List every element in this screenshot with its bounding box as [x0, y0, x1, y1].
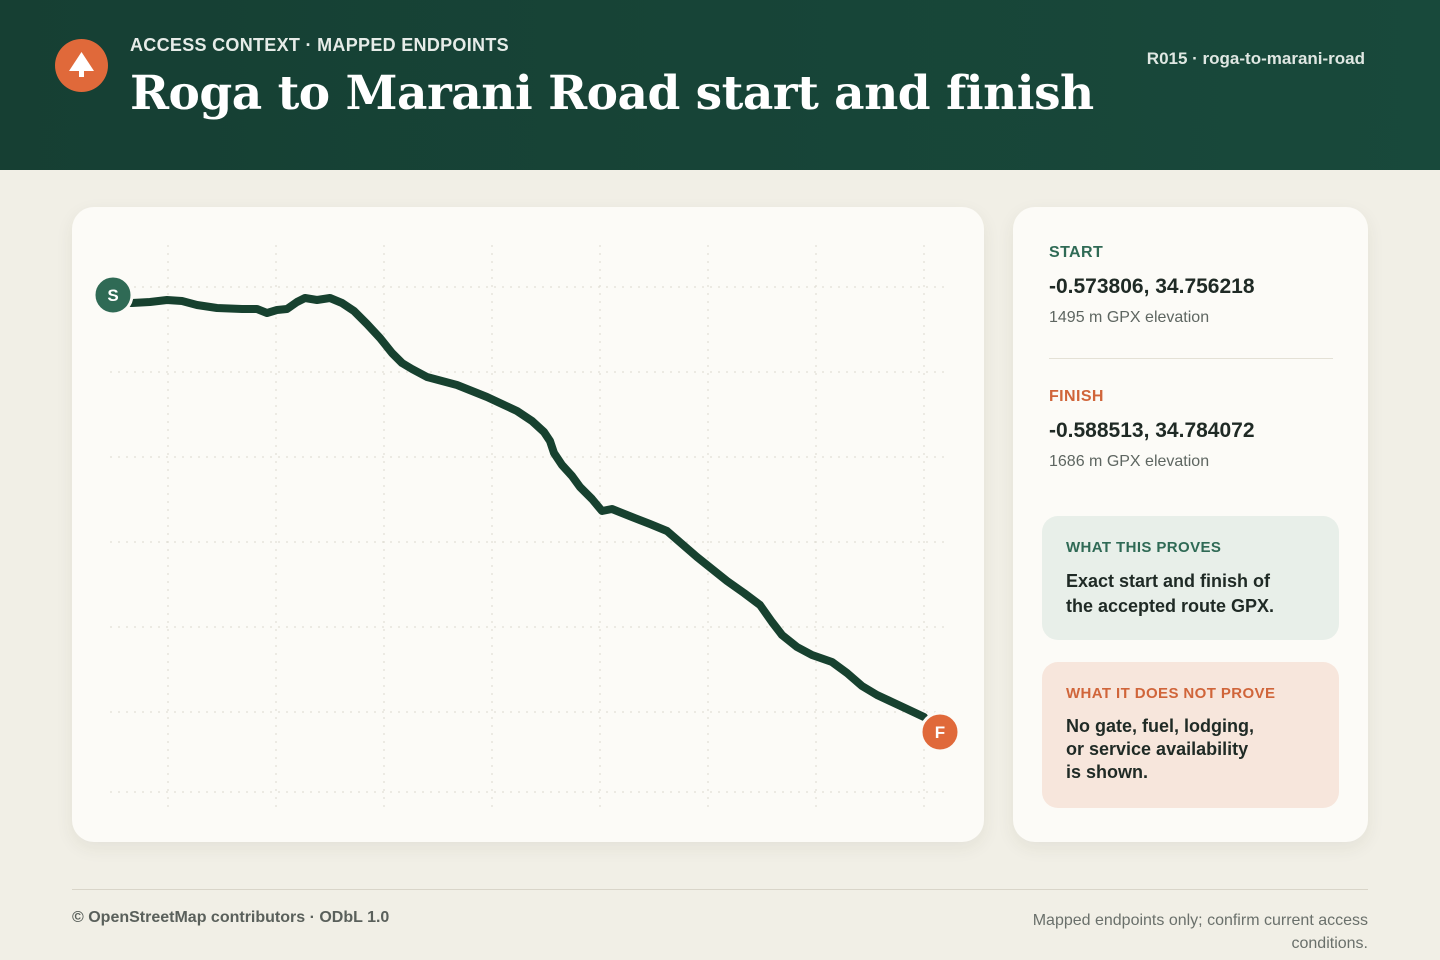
proves-text: Exact start and finish of the accepted r… — [1066, 571, 1275, 616]
not-prove-heading: WHAT IT DOES NOT PROVE — [1066, 685, 1276, 702]
endpoints-panel: START -0.573806, 34.756218 1495 m GPX el… — [1013, 207, 1368, 842]
eyebrow: ACCESS CONTEXT · MAPPED ENDPOINTS — [130, 35, 509, 55]
finish-elevation: 1686 m GPX elevation — [1049, 453, 1210, 470]
not-prove-text: No gate, fuel, lodging, or service avail… — [1066, 716, 1254, 782]
finish-marker-label: F — [935, 723, 945, 742]
tree-icon — [55, 39, 108, 92]
start-label: START — [1049, 244, 1104, 261]
start-marker[interactable]: S — [92, 274, 134, 316]
proves-heading: WHAT THIS PROVES — [1066, 539, 1222, 556]
page-title: Roga to Marani Road start and finish — [130, 66, 1094, 121]
footer-note: Mapped endpoints only; confirm current a… — [1032, 912, 1368, 952]
finish-coords: -0.588513, 34.784072 — [1049, 419, 1255, 442]
route-map[interactable]: S F — [72, 207, 984, 842]
start-coords: -0.573806, 34.756218 — [1049, 275, 1255, 298]
not-prove-box: WHAT IT DOES NOT PROVE No gate, fuel, lo… — [1042, 662, 1339, 808]
footer-divider — [72, 889, 1368, 890]
proves-box: WHAT THIS PROVES Exact start and finish … — [1042, 516, 1339, 640]
finish-label: FINISH — [1049, 388, 1104, 405]
start-elevation: 1495 m GPX elevation — [1049, 309, 1210, 326]
finish-marker[interactable]: F — [919, 711, 961, 753]
divider — [1049, 358, 1333, 359]
page-header: ACCESS CONTEXT · MAPPED ENDPOINTS Roga t… — [0, 0, 1440, 170]
start-marker-label: S — [107, 286, 118, 305]
route-line — [109, 294, 928, 721]
map-grid — [110, 245, 946, 807]
route-id: R015 · roga-to-marani-road — [1146, 49, 1365, 68]
map-attribution[interactable]: © OpenStreetMap contributors · ODbL 1.0 — [72, 909, 390, 926]
